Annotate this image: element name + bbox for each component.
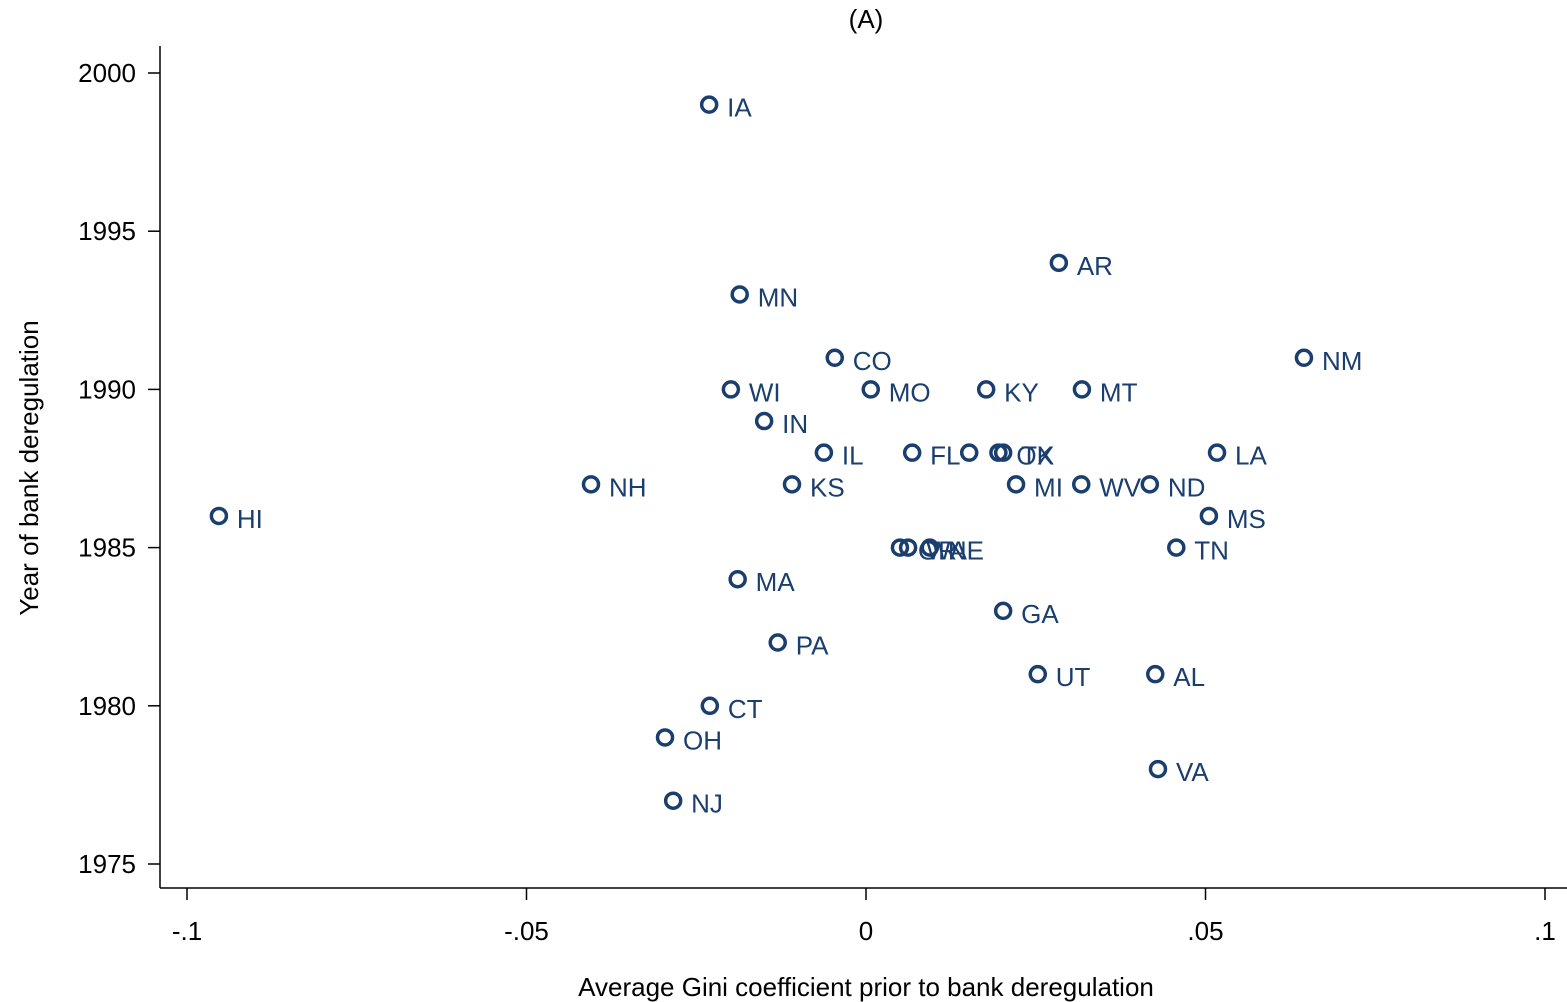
point (993, 601, 1013, 621)
x-axis-title: Average Gini coefficient prior to bank d… (578, 972, 1154, 1002)
point (1207, 443, 1227, 462)
point (754, 411, 774, 431)
point (728, 569, 747, 589)
point-label: GA (1021, 599, 1059, 629)
point (700, 696, 720, 716)
point (1199, 506, 1219, 526)
point-label: IL (842, 441, 864, 471)
point-label: VA (1176, 757, 1209, 787)
point (1294, 348, 1314, 368)
point (898, 538, 918, 557)
point-label: TN (1194, 536, 1229, 566)
y-tick-label: 1985 (78, 533, 136, 563)
point-label: TX (1021, 441, 1054, 471)
y-tick-label: 2000 (78, 58, 136, 88)
point-label: MT (1100, 377, 1138, 407)
point (1140, 475, 1160, 494)
point-label: ND (1168, 472, 1206, 502)
point (1071, 475, 1091, 494)
point (993, 443, 1013, 462)
chart-title: (A) (849, 4, 884, 34)
point (1006, 475, 1026, 494)
point-label: CO (853, 346, 892, 376)
point-label: MA (756, 567, 796, 597)
point-label: MI (1034, 472, 1063, 502)
point (730, 285, 749, 304)
y-axis-title: Year of bank deregulation (14, 320, 44, 615)
point (768, 633, 787, 652)
point-label: MO (889, 377, 931, 407)
point (902, 443, 922, 462)
point-label: CT (728, 694, 763, 724)
point-label: WI (749, 377, 781, 407)
point-label: IN (782, 409, 808, 439)
point-label: OK (1016, 441, 1054, 471)
point (209, 506, 229, 526)
point-label: IA (727, 93, 752, 123)
point-label: OH (683, 725, 722, 755)
point (581, 475, 601, 494)
point (655, 728, 675, 747)
point-label: NE (948, 536, 984, 566)
point-label: AR (1077, 251, 1113, 281)
point (1049, 253, 1069, 273)
point (699, 95, 719, 114)
x-tick-label: .1 (1534, 916, 1556, 946)
x-tick-label: -.1 (172, 916, 202, 946)
point-label: LA (1235, 441, 1267, 471)
point (814, 443, 834, 462)
point-label: NJ (691, 789, 723, 819)
point (1167, 538, 1186, 557)
x-tick-label: 0 (859, 916, 873, 946)
y-tick-label: 1995 (78, 216, 136, 246)
point (1028, 664, 1048, 684)
point-label: AL (1173, 662, 1205, 692)
point-label: KS (810, 472, 845, 502)
point-label: PA (796, 631, 829, 661)
y-tick-label: 1975 (78, 849, 136, 879)
point-label: HI (237, 504, 263, 534)
point (1072, 380, 1092, 399)
point-label: UT (1056, 662, 1091, 692)
point-label: MS (1227, 504, 1266, 534)
y-tick-label: 1980 (78, 691, 136, 721)
x-tick-label: .05 (1187, 916, 1223, 946)
point (721, 380, 741, 399)
point (1148, 759, 1168, 779)
point (959, 443, 979, 462)
point-label: KY (1004, 377, 1039, 407)
point (825, 348, 845, 368)
point (920, 538, 940, 557)
point (861, 380, 881, 399)
point (663, 791, 683, 810)
point-label: NM (1322, 346, 1362, 376)
point (782, 475, 802, 494)
point (1146, 664, 1165, 684)
point-label: FL (930, 441, 960, 471)
x-tick-label: -.05 (504, 916, 549, 946)
y-tick-label: 1990 (78, 374, 136, 404)
point-label: MN (758, 282, 798, 312)
point (976, 380, 996, 399)
point (890, 538, 910, 557)
point-label: NH (609, 472, 647, 502)
point-label: WV (1099, 472, 1142, 502)
